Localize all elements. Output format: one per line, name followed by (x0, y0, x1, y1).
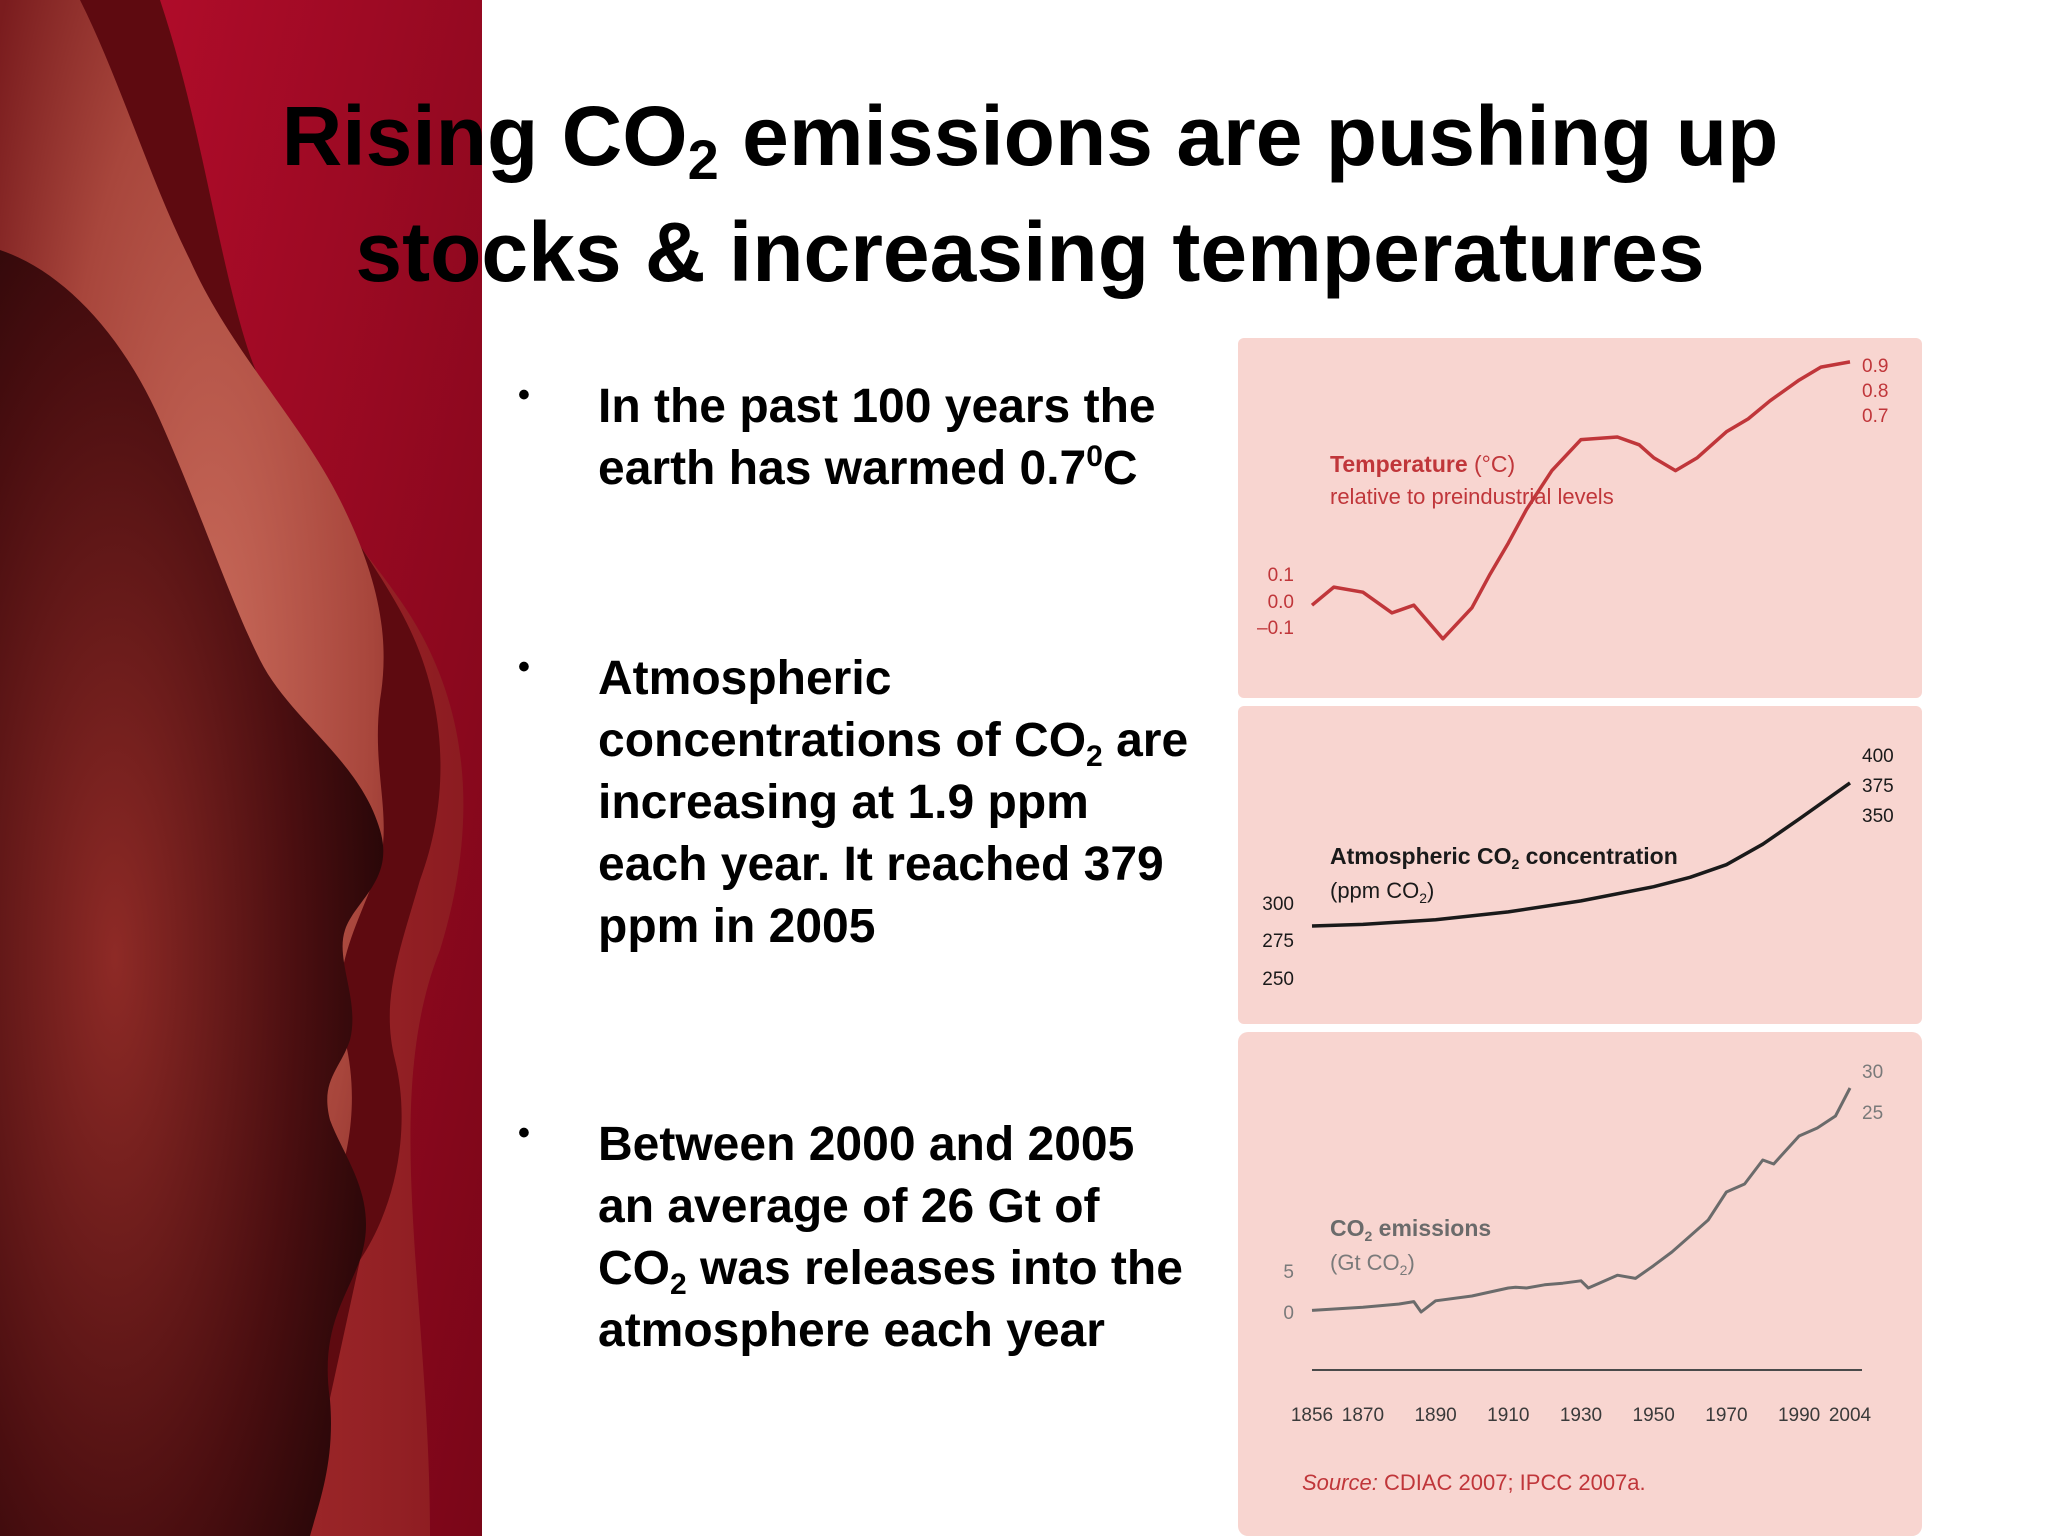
panel-co2-emissions-bg (1238, 1032, 1922, 1536)
co2-em-unit-sub: 2 (1400, 1262, 1408, 1278)
x-axis-tick-labels: 1856 1870 1890 1910 1930 1950 1970 1990 2004 (1291, 1405, 1872, 1426)
x-tick-label: 1870 (1342, 1405, 1384, 1426)
bullet-text: Atmospheric concentrations of CO2 are in… (598, 648, 1198, 958)
x-tick-label: 1890 (1414, 1405, 1456, 1426)
co2-conc-left-tick: 250 (1262, 969, 1294, 990)
temperature-title-bold: Temperature (1330, 451, 1468, 477)
co2-emissions-unit: (Gt CO2) (1330, 1250, 1415, 1278)
deco-crimson-wave (150, 0, 482, 1536)
x-tick-label: 1930 (1560, 1405, 1602, 1426)
co2-emissions-chart: CO2 emissions (Gt CO2) 5 0 30 25 1856 187… (1283, 1062, 1883, 1495)
co2-concentration-unit: (ppm CO2) (1330, 878, 1434, 906)
temperature-left-tick: –0.1 (1257, 618, 1294, 639)
co2-concentration-chart: Atmospheric CO2 concentration (ppm CO2) … (1262, 746, 1893, 990)
co2-conc-title-a: Atmospheric CO (1330, 843, 1511, 869)
bullet-text-b: was releases into the atmosphere each ye… (598, 1242, 1183, 1357)
bullet-text-b: are increasing at 1.9 ppm each year. It … (598, 714, 1189, 953)
source-label: Source: (1302, 1470, 1378, 1495)
title-line-1: Rising CO2 emissions are pushing up (250, 78, 1810, 194)
title-text-b: emissions are pushing up (718, 89, 1779, 183)
co2-conc-left-tick: 300 (1262, 894, 1294, 915)
temperature-chart: Temperature (°C) relative to preindustri… (1257, 356, 1888, 641)
x-tick-label: 1910 (1487, 1405, 1529, 1426)
temperature-title-unit: (°C) (1468, 451, 1516, 477)
bullet-subscript: 2 (670, 1268, 687, 1301)
co2-em-right-tick: 25 (1862, 1103, 1883, 1124)
slide-title: Rising CO2 emissions are pushing up stoc… (250, 78, 1810, 310)
temperature-series-line (1310, 360, 1851, 641)
temperature-right-tick: 0.8 (1862, 381, 1888, 402)
bullet-dot: • (518, 1114, 530, 1152)
x-tick-label: 1970 (1705, 1405, 1747, 1426)
title-line-2: stocks & increasing temperatures (355, 205, 1705, 299)
temperature-left-tick: 0.0 (1268, 592, 1294, 613)
source-note: Source: CDIAC 2007; IPCC 2007a. (1302, 1470, 1646, 1495)
co2-conc-title-b: concentration (1519, 843, 1677, 869)
source-text: CDIAC 2007; IPCC 2007a. (1378, 1470, 1646, 1495)
co2-conc-right-tick: 350 (1862, 806, 1894, 827)
panel-temperature-bg (1238, 338, 1922, 698)
co2-em-title-sub: 2 (1365, 1228, 1373, 1244)
bullet-dot: • (518, 376, 530, 414)
bullet-text-a: Atmospheric concentrations of CO (598, 652, 1087, 767)
co2-em-right-tick: 30 (1862, 1062, 1883, 1083)
co2-conc-left-tick: 275 (1262, 931, 1294, 952)
co2-conc-unit-a: (ppm CO (1330, 878, 1419, 903)
temperature-chart-title: Temperature (°C) (1330, 451, 1515, 477)
temperature-chart-subtitle: relative to preindustrial levels (1330, 484, 1614, 509)
temperature-right-tick: 0.7 (1862, 406, 1888, 427)
temperature-left-tick: 0.1 (1268, 565, 1294, 586)
co2-emissions-title: CO2 emissions (1330, 1215, 1491, 1244)
x-tick-label: 1856 (1291, 1405, 1333, 1426)
panel-co2-concentration-bg (1238, 706, 1922, 1024)
bullet-text-b: C (1102, 442, 1138, 495)
co2-em-unit-b: ) (1407, 1250, 1414, 1275)
co2-em-left-tick: 0 (1283, 1303, 1294, 1324)
co2-conc-title-sub: 2 (1511, 856, 1519, 872)
co2-concentration-series-line (1311, 781, 1852, 928)
title-text-a: Rising CO (281, 89, 688, 183)
co2-em-unit-a: (Gt CO (1330, 1250, 1400, 1275)
bullet-superscript: 0 (1086, 440, 1103, 473)
x-tick-label: 2004 (1829, 1405, 1872, 1426)
decorative-face-silhouette (0, 0, 482, 1536)
bullet-subscript: 2 (1086, 740, 1103, 773)
bullet-text: In the past 100 years the earth has warm… (598, 376, 1198, 500)
bullet-text-a: Between 2000 and 2005 an average of 26 G… (598, 1118, 1135, 1295)
temperature-right-tick: 0.9 (1862, 356, 1888, 377)
co2-conc-unit-sub: 2 (1419, 890, 1427, 906)
co2-em-left-tick: 5 (1283, 1262, 1294, 1283)
co2-em-title-a: CO (1330, 1215, 1365, 1241)
bullet-text-a: In the past 100 years the earth has warm… (598, 380, 1156, 495)
co2-conc-right-tick: 375 (1862, 776, 1894, 797)
co2-conc-unit-b: ) (1427, 878, 1434, 903)
x-tick-label: 1950 (1633, 1405, 1675, 1426)
bullet-dot: • (518, 648, 530, 686)
bullet-text: Between 2000 and 2005 an average of 26 G… (598, 1114, 1198, 1362)
climate-charts-figure: Temperature (°C) relative to preindustri… (1238, 338, 1922, 1536)
co2-conc-right-tick: 400 (1862, 746, 1894, 767)
deco-face-profile (0, 250, 384, 1536)
title-subscript: 2 (687, 128, 719, 191)
co2-em-title-b: emissions (1372, 1215, 1491, 1241)
co2-concentration-title: Atmospheric CO2 concentration (1330, 843, 1678, 872)
co2-emissions-series-line (1311, 1087, 1852, 1314)
x-tick-label: 1990 (1778, 1405, 1820, 1426)
